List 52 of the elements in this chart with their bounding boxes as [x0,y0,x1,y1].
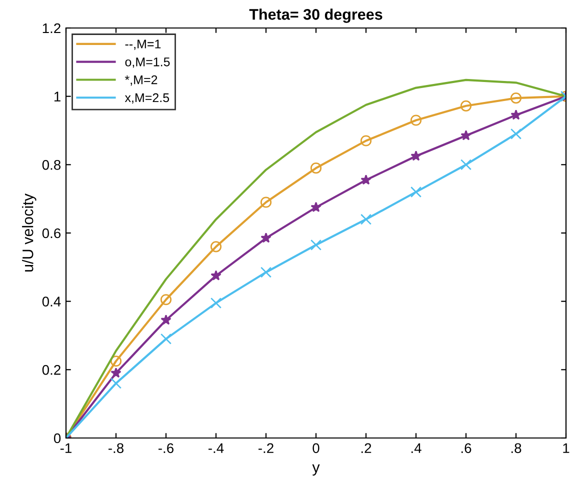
point [160,314,172,325]
x-tick-label: -.6 [158,443,174,454]
point [360,174,372,185]
point [210,241,222,252]
legend-label: x,M=2.5 [124,93,170,104]
point [110,368,122,378]
y-tick-label: 1 [54,92,60,102]
y-tick-label: 0 [54,433,61,444]
point [460,100,472,112]
x-tick-label: .8 [511,443,522,454]
point [110,356,122,367]
y-axis-title: u/U velocity [22,194,36,272]
x-tick-label: 1 [563,443,570,453]
point [260,266,272,278]
x-tick-label: -.4 [208,443,224,453]
x-tick-label: -.2 [258,443,274,453]
point [310,202,322,212]
point [210,297,222,309]
x-axis-title: y [312,464,320,476]
point [260,196,272,208]
legend-label: *,M=2 [124,75,158,86]
point [410,150,422,161]
x-tick-label: .4 [411,443,422,453]
legend-label: --,M=1 [125,40,161,50]
x-tick-label: .6 [461,443,472,454]
point [360,214,372,225]
point [410,114,422,126]
point [210,270,222,280]
point [110,378,122,389]
point [310,239,322,251]
point [160,294,172,306]
x-tick-label: -1 [60,443,72,453]
point [510,110,522,120]
point [460,130,472,140]
point [360,135,372,146]
y-tick-label: 0.2 [42,365,60,375]
legend-label: o,M=1.5 [125,58,170,68]
y-tick-label: 1.2 [42,23,60,34]
y-tick-label: 0.8 [42,160,61,170]
chart-title: Theta= 30 degrees [249,8,382,23]
point [460,159,472,170]
point [510,128,522,140]
point [310,162,322,174]
y-tick-label: 0.6 [42,228,61,238]
point [510,92,522,104]
x-tick-label: 0 [312,443,320,454]
point [160,333,172,344]
point [410,186,422,198]
point [260,232,272,243]
x-tick-label: .2 [361,443,372,453]
y-tick-label: 0.4 [42,296,61,307]
x-tick-label: -.8 [108,443,124,454]
